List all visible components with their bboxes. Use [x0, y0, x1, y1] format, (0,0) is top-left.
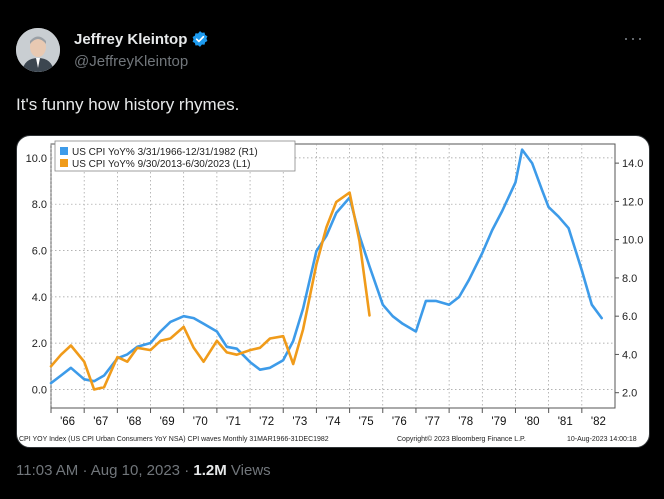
x-tick-label: '78	[458, 416, 473, 428]
author-handle[interactable]: @JeffreyKleintop	[74, 53, 189, 70]
x-tick-label: '79	[491, 416, 506, 428]
avatar[interactable]	[16, 28, 60, 72]
series-line-1	[49, 148, 604, 385]
x-tick-label: '68	[126, 416, 141, 428]
legend-swatch	[60, 159, 68, 167]
x-tick-label: '82	[591, 416, 606, 428]
x-tick-label: '66	[60, 416, 75, 428]
avatar-image	[16, 28, 60, 72]
chart-footer-left: CPI YOY Index (US CPI Urban Consumers Yo…	[19, 436, 329, 443]
legend-entry: US CPI YoY% 9/30/2013-6/30/2023 (L1)	[72, 159, 250, 170]
right-tick-label: 6.0	[622, 311, 637, 323]
tweet-text: It's funny how history rhymes.	[16, 95, 240, 114]
x-tick-label: '76	[392, 416, 407, 428]
x-tick-label: '69	[160, 416, 175, 428]
x-tick-label: '75	[359, 416, 374, 428]
left-tick-label: 2.0	[32, 338, 47, 350]
x-tick-label: '80	[525, 416, 540, 428]
meta-separator: ·	[82, 462, 91, 479]
legend-swatch	[60, 147, 68, 155]
tweet-date[interactable]: Aug 10, 2023	[90, 462, 181, 479]
right-tick-label: 8.0	[622, 273, 637, 285]
x-tick-label: '81	[558, 416, 573, 428]
right-tick-label: 4.0	[622, 349, 637, 361]
tweet-media-chart[interactable]: 0.0 2.0 4.0 6.0 8.0 10.0 2.0 4.0 6.0 8.0 10.0 12.0 1…	[16, 135, 650, 448]
legend-entry: US CPI YoY% 3/31/1966-12/31/1982 (R1)	[72, 147, 258, 158]
right-tick-label: 14.0	[622, 158, 643, 170]
views-label: Views	[230, 462, 271, 479]
chart-footer-right: 10-Aug-2023 14:00:18	[567, 436, 637, 443]
legend-box	[54, 140, 296, 172]
x-tick-label: '67	[93, 416, 108, 428]
left-tick-label: 8.0	[32, 199, 47, 211]
right-tick-label: 2.0	[622, 388, 637, 400]
author-name[interactable]: Jeffrey Kleintop	[74, 30, 188, 48]
x-tick-label: '72	[259, 416, 274, 428]
series-line-2	[49, 191, 371, 391]
left-tick-label: 10.0	[26, 153, 47, 165]
meta-separator: ·	[184, 462, 194, 479]
x-tick-label: '77	[425, 416, 440, 428]
right-tick-label: 10.0	[622, 235, 643, 247]
author-row: Jeffrey Kleintop	[74, 30, 209, 48]
views-count: 1.2M	[193, 462, 227, 479]
verified-badge-icon	[192, 31, 208, 47]
tweet-meta: 11:03 AM · Aug 10, 2023 · 1.2M Views	[16, 462, 271, 479]
left-tick-label: 6.0	[32, 246, 47, 258]
x-tick-label: '71	[226, 416, 241, 428]
tweet-time[interactable]: 11:03 AM	[16, 462, 79, 479]
more-icon[interactable]: ···	[623, 28, 644, 48]
right-tick-label: 12.0	[622, 196, 643, 208]
cpi-chart: 0.0 2.0 4.0 6.0 8.0 10.0 2.0 4.0 6.0 8.0 10.0 12.0 1…	[19, 140, 643, 443]
chart-footer-center: Copyright© 2023 Bloomberg Finance L.P.	[397, 435, 526, 443]
left-tick-label: 4.0	[32, 292, 47, 304]
x-tick-label: '74	[326, 416, 342, 428]
x-tick-label: '70	[193, 416, 208, 428]
left-tick-label: 0.0	[32, 384, 47, 396]
plot-area	[50, 143, 616, 409]
x-tick-label: '73	[292, 416, 307, 428]
